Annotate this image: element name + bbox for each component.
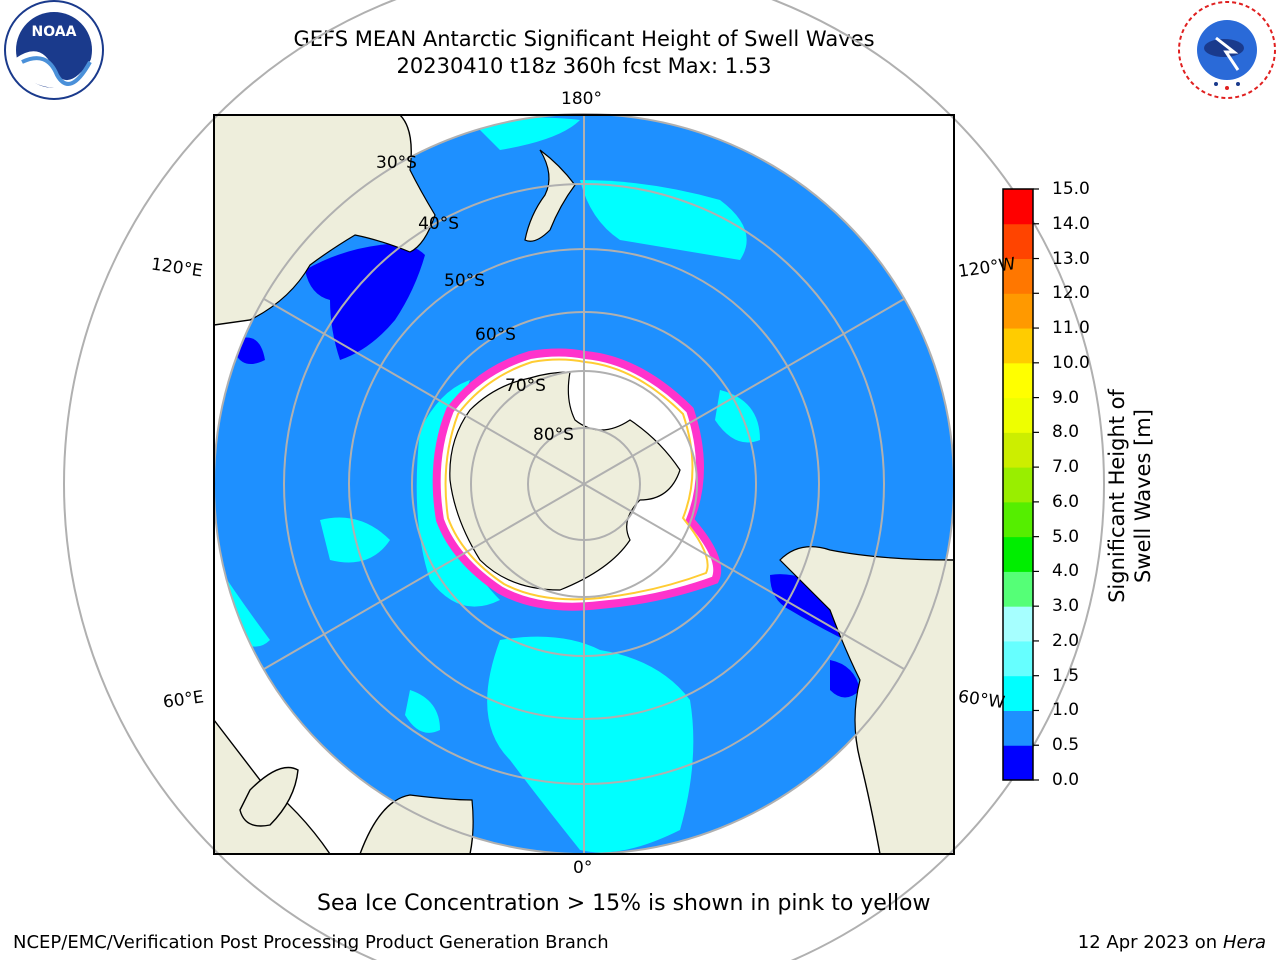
colorbar-tick-label: 7.0: [1052, 457, 1080, 478]
colorbar-tick-label: 13.0: [1052, 248, 1090, 269]
colorbar-segment: [1003, 189, 1033, 225]
colorbar-segment: [1003, 467, 1033, 503]
lon-label-bottom: 0°: [573, 858, 593, 878]
colorbar-border: [1002, 188, 1034, 781]
colorbar-segment: [1003, 223, 1033, 260]
sea-ice-note: Sea Ice Concentration > 15% is shown in …: [317, 891, 931, 916]
chart-title: GEFS MEAN Antarctic Significant Height o…: [293, 27, 875, 51]
sea-ice-edge-inner: [444, 358, 709, 601]
footer-credit: NCEP/EMC/Verification Post Processing Pr…: [13, 932, 609, 953]
colorbar-tick-label: 1.0: [1052, 700, 1080, 721]
colorbar-segment: [1003, 745, 1033, 781]
footer-date-text: 12 Apr 2023 on: [1077, 932, 1223, 953]
colorbar-label: Significant Height of Swell Waves [m]: [1105, 389, 1155, 603]
lat-label-80s: 80°S: [533, 425, 574, 445]
colorbar-segment: [1003, 501, 1033, 538]
lat-label-70s: 70°S: [505, 376, 546, 396]
new-zealand-land: [524, 149, 576, 242]
colorbar-tick-label: 9.0: [1052, 387, 1080, 408]
chart-subtitle: 20230410 t18z 360h fcst Max: 1.53: [396, 54, 772, 78]
colorbar-segment: [1003, 710, 1033, 746]
colorbar-tick-label: 1.5: [1052, 665, 1080, 686]
colorbar-segment: [1003, 328, 1033, 364]
footer-host: Hera: [1222, 932, 1266, 953]
colorbar-tick-label: 6.0: [1052, 491, 1080, 512]
lat-label-40s: 40°S: [418, 214, 459, 234]
graticule: [63, 0, 1105, 960]
colorbar-segment: [1003, 571, 1033, 607]
colorbar-tick-label: 8.0: [1052, 422, 1080, 443]
lon-label-top: 180°: [561, 89, 602, 109]
colorbar-segment: [1003, 432, 1033, 468]
colorbar-tick-label: 4.0: [1052, 561, 1080, 582]
colorbar-tick-label: 3.0: [1052, 596, 1080, 617]
colorbar: [1002, 188, 1039, 781]
colorbar-tick-label: 0.5: [1052, 735, 1080, 756]
colorbar-tick-label: 14.0: [1052, 213, 1090, 234]
colorbar-tick-label: 12.0: [1052, 283, 1090, 304]
map-border: [213, 114, 955, 855]
colorbar-tick-label: 15.0: [1052, 179, 1090, 199]
colorbar-tick-label: 0.0: [1052, 770, 1080, 790]
colorbar-tick-label: 10.0: [1052, 352, 1090, 373]
colorbar-segment: [1003, 640, 1033, 677]
lat-label-60s: 60°S: [475, 325, 516, 345]
colorbar-segment: [1003, 397, 1033, 433]
nws-logo-icon: [1178, 1, 1276, 99]
colorbar-segment: [1003, 362, 1033, 399]
noaa-logo-icon: NOAA: [4, 0, 104, 100]
colorbar-segment: [1003, 536, 1033, 572]
lat-label-30s: 30°S: [376, 153, 417, 173]
lat-label-50s: 50°S: [444, 271, 485, 291]
colorbar-tick-label: 11.0: [1052, 318, 1090, 339]
madagascar-land: [239, 766, 299, 827]
colorbar-tick-label: 5.0: [1052, 526, 1080, 547]
colorbar-segment: [1003, 293, 1033, 329]
noaa-center-text: NOAA: [32, 24, 77, 40]
colorbar-segment: [1003, 606, 1033, 642]
footer-date: 12 Apr 2023 on Hera: [1078, 932, 1266, 954]
colorbar-segment: [1003, 258, 1033, 294]
colorbar-tick-label: 2.0: [1052, 630, 1080, 651]
colorbar-segment: [1003, 675, 1033, 711]
